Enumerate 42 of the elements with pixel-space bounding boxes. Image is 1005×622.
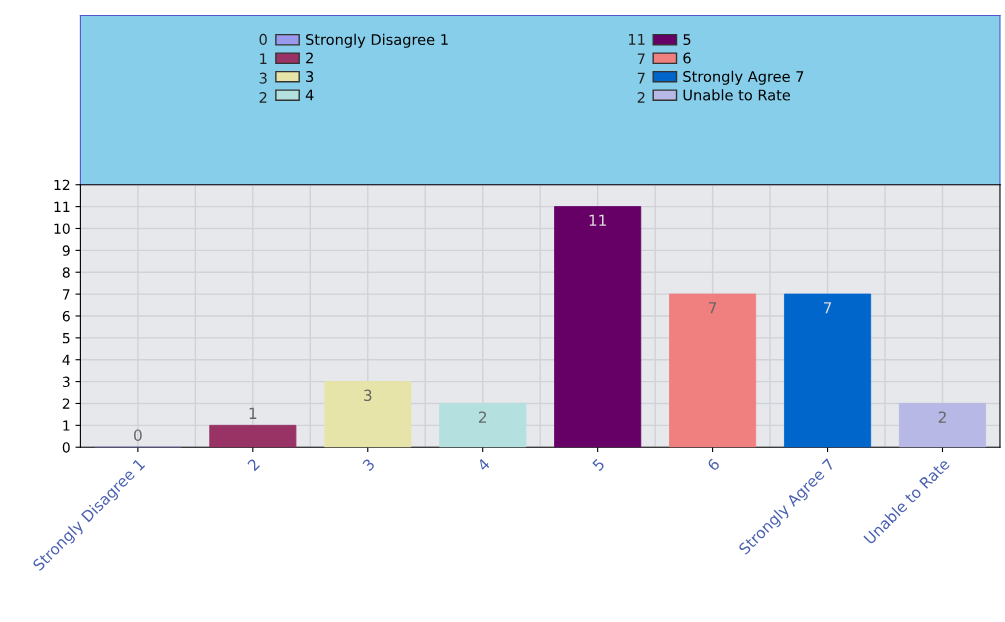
legend-label: 3 [306,70,314,83]
x-tick-label: 5 [591,458,606,472]
legend-label: 6 [683,52,691,64]
y-tick-label: 7 [62,289,70,300]
y-tick-label: 12 [54,179,70,191]
y-tick-label: 1 [63,420,70,431]
legend-label: Strongly Disagree 1 [306,33,448,48]
y-tick-label: 3 [62,376,70,388]
data-label: 0 [134,429,142,441]
x-tick-label: 2 [246,458,260,472]
legend-label: 4 [305,89,314,101]
text: 1 [260,53,267,65]
text: 11 [628,34,645,45]
y-tick-label: 8 [62,267,70,278]
y-tick-label: 9 [62,245,70,256]
y-tick-label: 0 [62,442,70,453]
y-tick-label: 2 [62,398,70,409]
text: 2 [259,91,267,103]
data-label: 2 [938,411,946,423]
y-tick-label: 6 [62,310,70,322]
legend-label: 5 [683,34,691,46]
y-tick-label: 10 [54,223,70,234]
legend-label: 2 [306,52,313,64]
text: 7 [637,72,645,84]
data-label: 2 [478,411,487,423]
y-tick-label: 11 [54,201,70,212]
text: 2 [637,91,645,103]
data-label: 7 [709,302,717,314]
y-tick-label: 4 [62,354,70,365]
text: 7 [637,53,645,65]
x-tick-label: 4 [476,457,491,472]
legend-label: Unable to Rate [683,89,791,101]
x-tick-label: 6 [706,457,721,472]
data-label: 1 [249,407,257,419]
text: 3 [259,72,267,84]
x-tick-label: 3 [361,458,376,472]
data-label: 11 [589,214,606,226]
legend-label: Strongly Agree 7 [683,70,804,85]
data-label: 3 [364,389,372,402]
y-tick-label: 5 [62,333,70,344]
text: 0 [259,33,267,45]
data-label: 7 [823,302,832,314]
